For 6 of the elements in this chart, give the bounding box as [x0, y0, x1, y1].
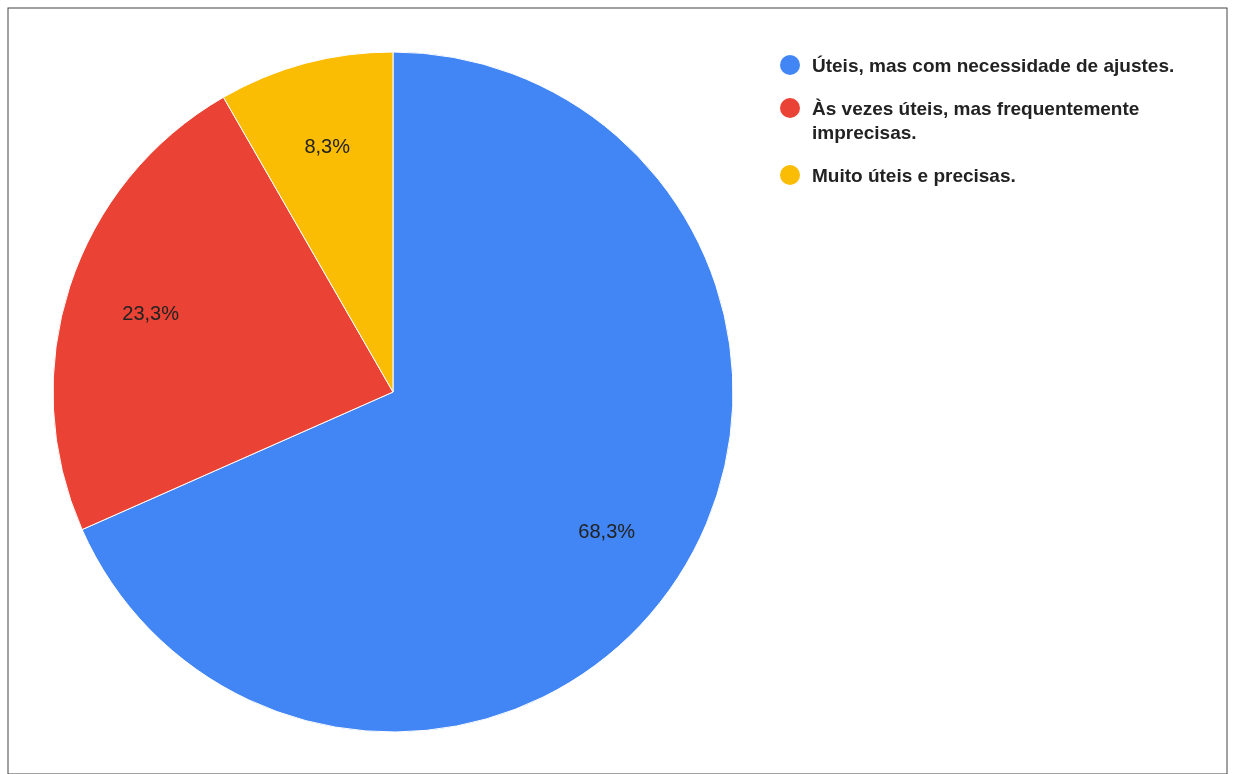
legend-label: Às vezes úteis, mas frequentemente imprecisas.	[812, 97, 1140, 143]
data-label: 68,3%	[578, 520, 636, 543]
data-label: 8,3%	[304, 134, 351, 157]
legend-label: Úteis, mas com necessidade de ajustes.	[812, 54, 1175, 76]
data-label: 23,3%	[122, 301, 180, 324]
legend-label: Muito úteis e precisas.	[812, 164, 1016, 186]
